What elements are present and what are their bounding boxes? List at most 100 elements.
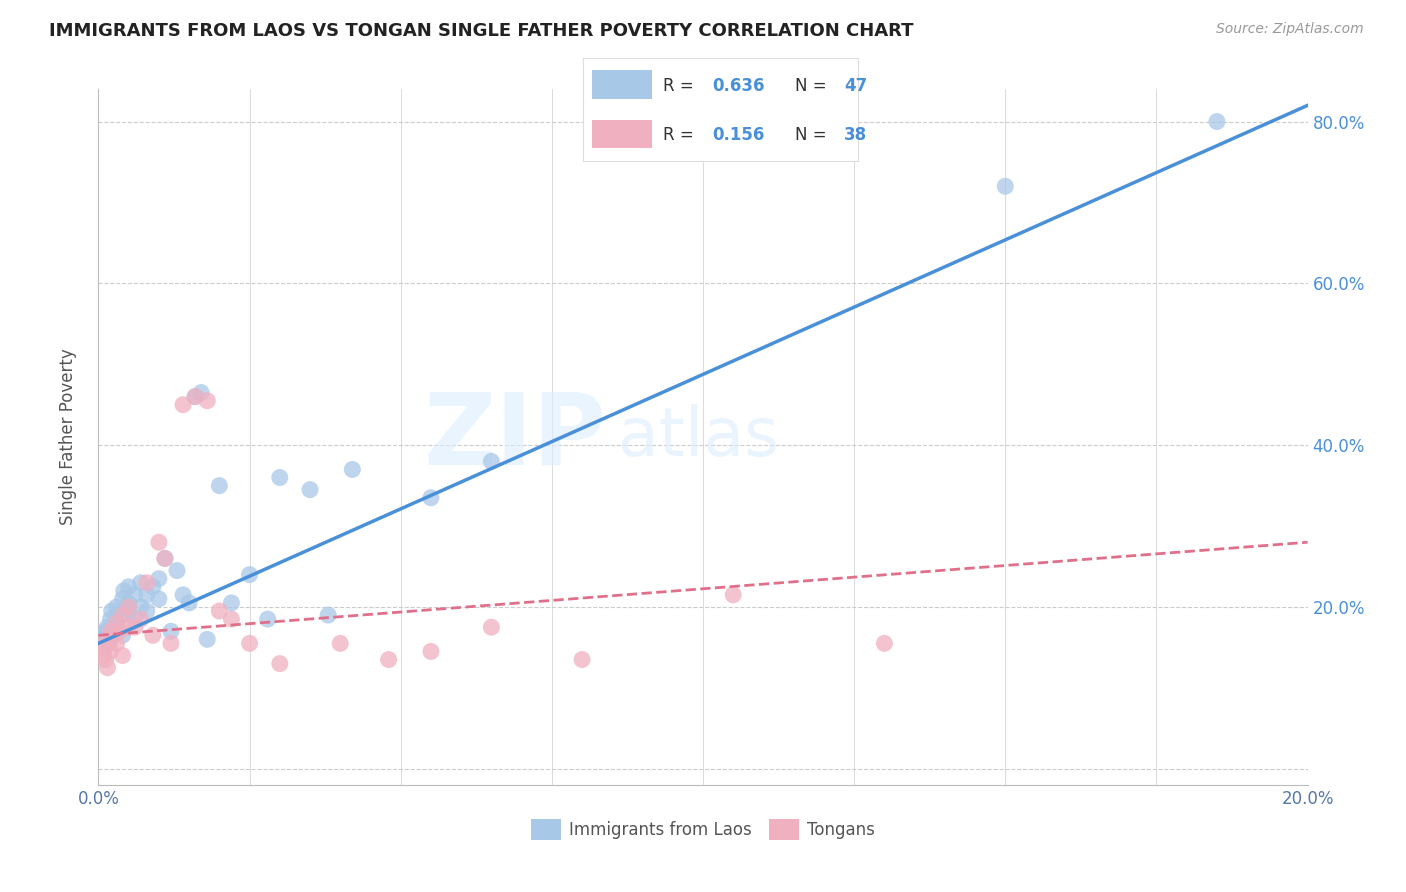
Text: Source: ZipAtlas.com: Source: ZipAtlas.com — [1216, 22, 1364, 37]
Point — [98, 632, 121, 647]
Point — [723, 588, 745, 602]
Point — [195, 632, 218, 647]
Point — [239, 636, 262, 650]
Point — [329, 636, 352, 650]
Point — [160, 624, 183, 639]
Point — [208, 478, 231, 492]
Point — [94, 652, 117, 666]
Point — [571, 652, 593, 666]
Point — [100, 612, 122, 626]
Text: 47: 47 — [844, 77, 868, 95]
Point — [135, 588, 157, 602]
Text: R =: R = — [664, 126, 699, 144]
Point — [93, 640, 115, 655]
Point — [111, 628, 134, 642]
Point — [160, 636, 183, 650]
Point — [153, 551, 176, 566]
Text: N =: N = — [794, 77, 831, 95]
Point — [420, 644, 443, 658]
Text: 0.156: 0.156 — [713, 126, 765, 144]
Point — [100, 625, 122, 640]
Point — [118, 596, 141, 610]
Point — [256, 612, 278, 626]
Point — [221, 612, 243, 626]
Text: atlas: atlas — [619, 404, 779, 470]
Point — [105, 620, 128, 634]
Text: 38: 38 — [844, 126, 868, 144]
Point — [179, 596, 201, 610]
Point — [342, 462, 364, 476]
Point — [208, 604, 231, 618]
Point — [124, 588, 146, 602]
Point — [105, 616, 128, 631]
Point — [118, 580, 141, 594]
Point — [148, 572, 170, 586]
Point — [481, 454, 503, 468]
Point — [135, 604, 157, 618]
Point — [184, 390, 207, 404]
Point — [100, 624, 122, 639]
Point — [153, 551, 176, 566]
Point — [129, 612, 152, 626]
Legend: Immigrants from Laos, Tongans: Immigrants from Laos, Tongans — [524, 813, 882, 847]
Point — [100, 604, 122, 618]
Point — [105, 599, 128, 614]
Point — [124, 612, 146, 626]
Point — [118, 599, 141, 614]
Text: IMMIGRANTS FROM LAOS VS TONGAN SINGLE FATHER POVERTY CORRELATION CHART: IMMIGRANTS FROM LAOS VS TONGAN SINGLE FA… — [49, 22, 914, 40]
Point — [142, 628, 165, 642]
Point — [105, 616, 128, 631]
Point — [118, 620, 141, 634]
Point — [91, 628, 114, 642]
FancyBboxPatch shape — [592, 120, 652, 148]
Point — [172, 398, 194, 412]
Point — [269, 657, 291, 671]
Point — [481, 620, 503, 634]
Text: N =: N = — [794, 126, 831, 144]
Point — [100, 644, 122, 658]
Point — [172, 588, 194, 602]
Point — [90, 636, 112, 650]
Point — [1206, 114, 1229, 128]
Point — [111, 608, 134, 623]
Point — [129, 599, 152, 614]
Point — [108, 608, 131, 623]
Point — [129, 575, 152, 590]
Point — [166, 564, 188, 578]
Point — [316, 608, 339, 623]
Point — [105, 636, 128, 650]
Point — [190, 385, 212, 400]
Point — [111, 648, 134, 663]
Point — [96, 660, 118, 674]
Point — [221, 596, 243, 610]
Point — [124, 620, 146, 634]
Point — [118, 604, 141, 618]
Point — [96, 620, 118, 634]
Point — [195, 393, 218, 408]
Point — [420, 491, 443, 505]
Text: ZIP: ZIP — [423, 389, 606, 485]
Point — [98, 636, 121, 650]
Point — [135, 575, 157, 590]
Point — [142, 580, 165, 594]
Point — [111, 591, 134, 606]
Point — [91, 648, 114, 663]
Point — [269, 470, 291, 484]
Point — [103, 628, 125, 642]
Point — [239, 567, 262, 582]
Point — [148, 535, 170, 549]
Point — [873, 636, 896, 650]
Point — [93, 632, 115, 647]
Point — [148, 591, 170, 606]
Text: 0.636: 0.636 — [713, 77, 765, 95]
Text: R =: R = — [664, 77, 699, 95]
Point — [184, 390, 207, 404]
Point — [299, 483, 322, 497]
Point — [377, 652, 399, 666]
FancyBboxPatch shape — [592, 70, 652, 99]
Point — [994, 179, 1017, 194]
Point — [112, 583, 135, 598]
Y-axis label: Single Father Poverty: Single Father Poverty — [59, 349, 77, 525]
Point — [94, 624, 117, 639]
Point — [108, 624, 131, 639]
